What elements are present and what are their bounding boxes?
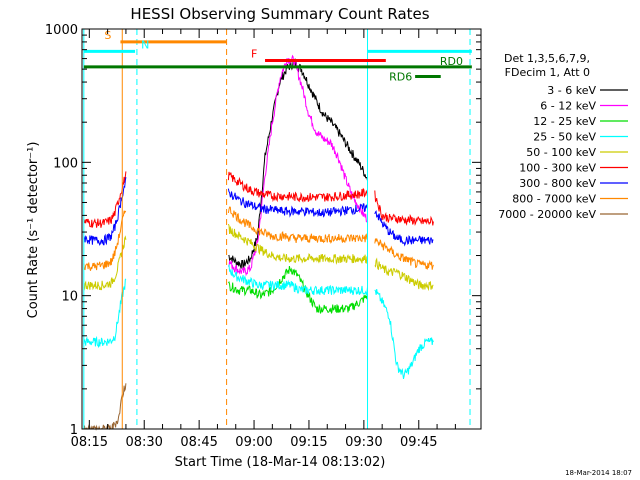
series-line-7-segment-2 [374, 238, 434, 270]
series-line-3-segment-1 [227, 263, 368, 296]
legend-label-2: 12 - 25 keV [533, 115, 596, 128]
series-line-6-segment-0 [83, 177, 127, 246]
timestamp: 18-Mar-2014 18:07 [565, 469, 632, 477]
series-line-5-segment-2 [374, 190, 434, 227]
series-line-4-segment-0 [83, 235, 127, 291]
y-axis-label: Count Rate (s⁻¹ detector⁻¹) [26, 142, 41, 319]
y-tick-label-1: 10 [61, 290, 78, 305]
legend-label-0: 3 - 6 keV [547, 84, 596, 97]
series-line-8-segment-0 [83, 383, 127, 431]
series-line-5-segment-0 [83, 171, 127, 228]
y-tick-label-3: 1000 [45, 23, 78, 38]
status-bar-label-1: N [141, 38, 149, 51]
x-tick-label-6: 09:45 [400, 435, 437, 450]
plot-frame [81, 28, 482, 430]
x-tick-label-2: 08:45 [180, 435, 217, 450]
series-line-6-segment-2 [374, 210, 434, 247]
series-line-2-segment-0 [227, 265, 368, 314]
legend-label-7: 800 - 7000 keV [512, 193, 596, 206]
x-tick-label-5: 09:30 [345, 435, 382, 450]
legend-label-5: 100 - 300 keV [519, 162, 596, 175]
status-bar-label-5: RD6 [389, 71, 412, 84]
series-line-1-segment-0 [228, 54, 368, 277]
legend-label-3: 25 - 50 keV [533, 131, 596, 144]
legend-header-line-2: FDecim 1, Att 0 [505, 66, 590, 79]
series-line-6-segment-1 [227, 188, 368, 218]
x-axis-label: Start Time (18-Mar-14 08:13:02) [175, 455, 386, 470]
series-line-7-segment-0 [83, 210, 127, 271]
status-bar-label-0: S [104, 29, 111, 42]
legend-label-1: 6 - 12 keV [540, 100, 596, 113]
series-line-4-segment-1 [227, 223, 368, 265]
legend-header-line-1: Det 1,3,5,6,7,9, [504, 52, 590, 65]
y-tick-label-2: 100 [53, 156, 78, 171]
chart-title: HESSI Observing Summary Count Rates [130, 5, 429, 23]
status-bar-label-2: F [251, 48, 257, 61]
x-tick-label-0: 08:15 [71, 435, 108, 450]
series-line-4-segment-2 [374, 257, 434, 292]
legend-label-8: 7000 - 20000 keV [498, 208, 596, 221]
x-tick-label-1: 08:30 [125, 435, 162, 450]
legend-label-6: 300 - 800 keV [519, 177, 596, 190]
series-line-5-segment-1 [227, 171, 368, 203]
y-tick-label-0: 1 [70, 423, 78, 438]
x-tick-label-3: 09:00 [235, 435, 272, 450]
series-line-3-segment-2 [374, 289, 434, 380]
series-line-3-segment-0 [83, 278, 127, 349]
status-bar-label-4: RD0 [440, 55, 463, 68]
series-line-7-segment-1 [227, 206, 368, 244]
legend-label-4: 50 - 100 keV [526, 146, 596, 159]
x-tick-label-4: 09:15 [290, 435, 327, 450]
